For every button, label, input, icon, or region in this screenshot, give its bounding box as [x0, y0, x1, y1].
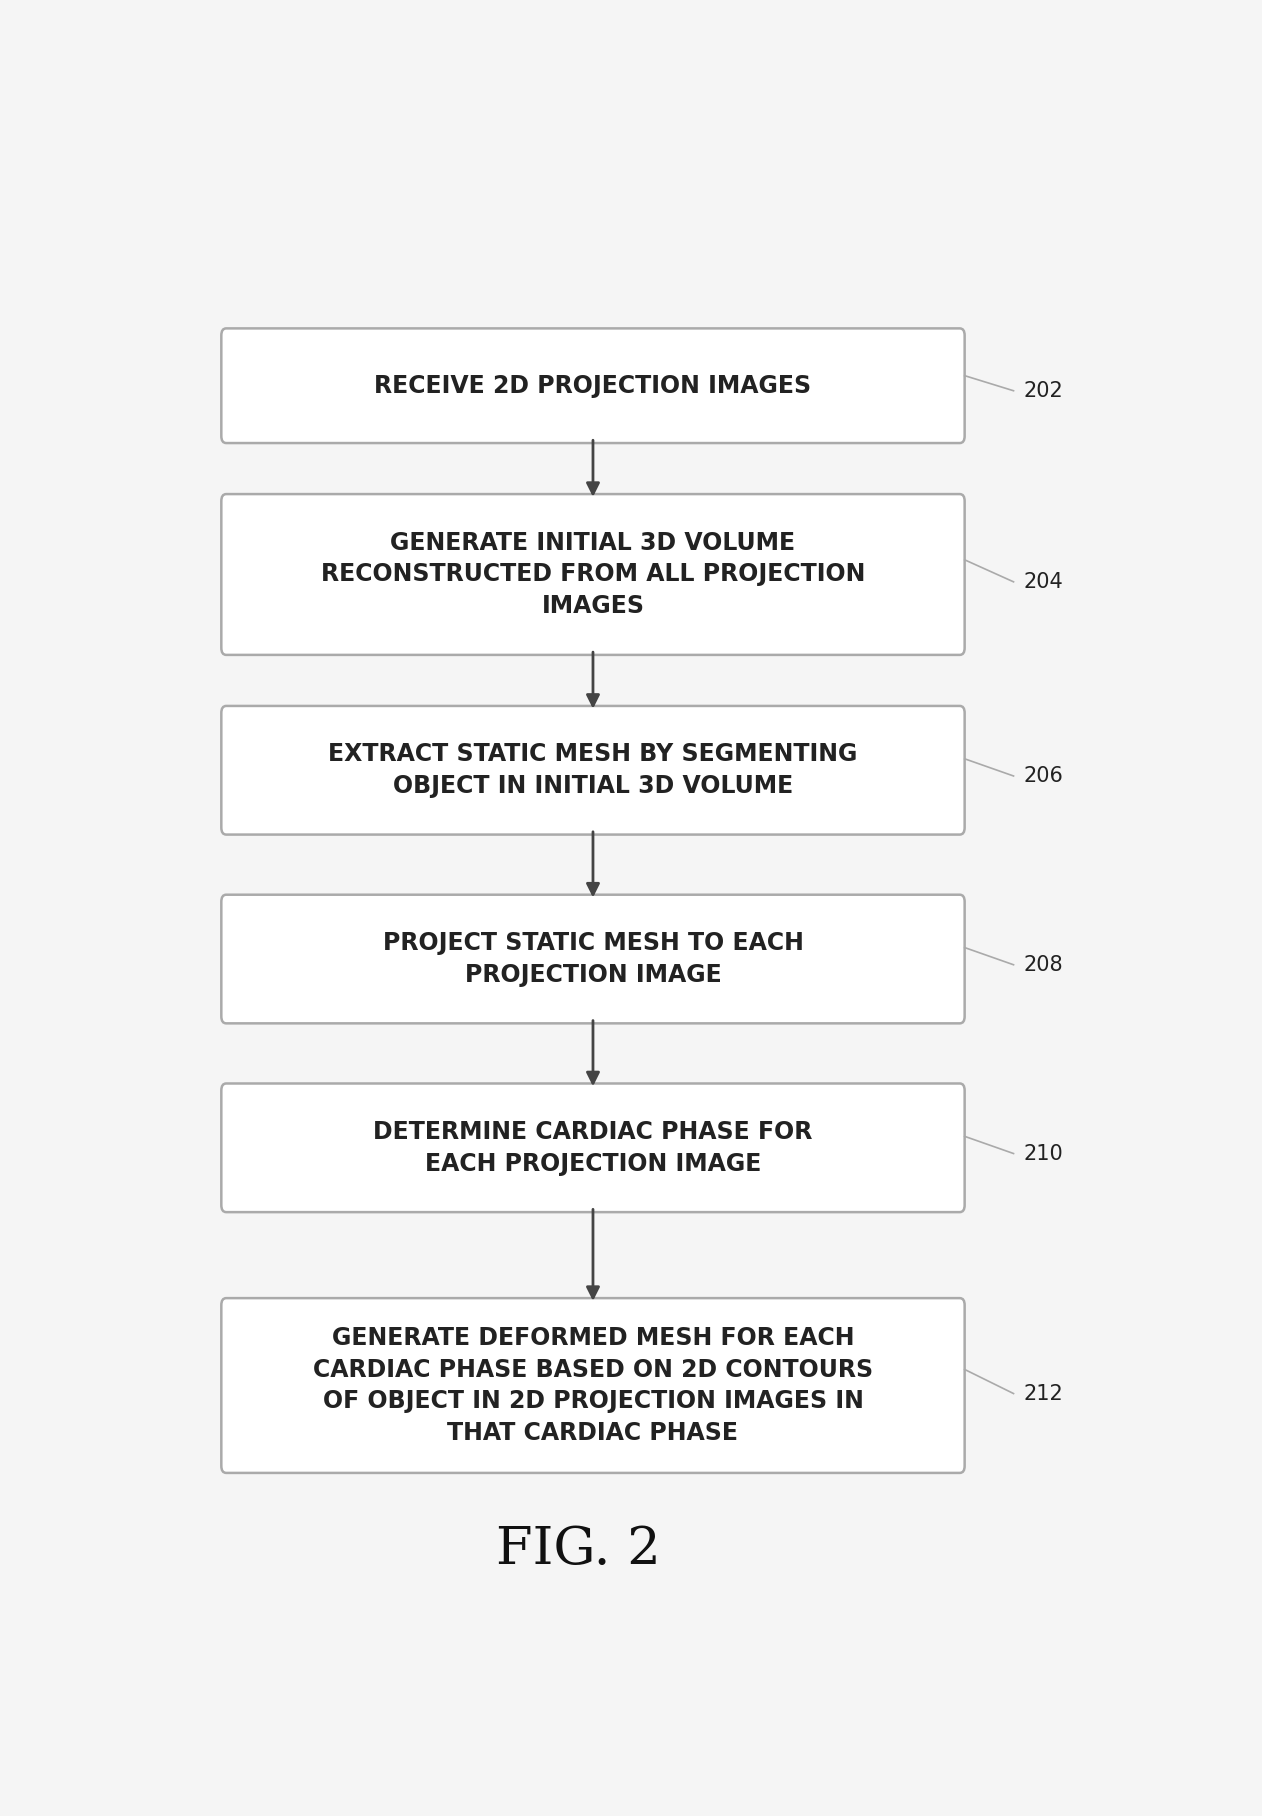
FancyBboxPatch shape — [221, 329, 964, 443]
Text: FIG. 2: FIG. 2 — [496, 1524, 661, 1574]
Text: 206: 206 — [1023, 766, 1063, 786]
Text: 204: 204 — [1023, 572, 1063, 592]
Text: GENERATE INITIAL 3D VOLUME
RECONSTRUCTED FROM ALL PROJECTION
IMAGES: GENERATE INITIAL 3D VOLUME RECONSTRUCTED… — [321, 530, 866, 617]
Text: EXTRACT STATIC MESH BY SEGMENTING
OBJECT IN INITIAL 3D VOLUME: EXTRACT STATIC MESH BY SEGMENTING OBJECT… — [328, 743, 858, 797]
Text: RECEIVE 2D PROJECTION IMAGES: RECEIVE 2D PROJECTION IMAGES — [375, 374, 811, 398]
FancyBboxPatch shape — [221, 1084, 964, 1211]
Text: PROJECT STATIC MESH TO EACH
PROJECTION IMAGE: PROJECT STATIC MESH TO EACH PROJECTION I… — [382, 932, 804, 986]
FancyBboxPatch shape — [221, 706, 964, 835]
Text: GENERATE DEFORMED MESH FOR EACH
CARDIAC PHASE BASED ON 2D CONTOURS
OF OBJECT IN : GENERATE DEFORMED MESH FOR EACH CARDIAC … — [313, 1326, 873, 1446]
Text: 210: 210 — [1023, 1144, 1063, 1164]
Text: 208: 208 — [1023, 955, 1063, 975]
Text: DETERMINE CARDIAC PHASE FOR
EACH PROJECTION IMAGE: DETERMINE CARDIAC PHASE FOR EACH PROJECT… — [374, 1120, 813, 1175]
Text: 202: 202 — [1023, 381, 1063, 401]
Text: 212: 212 — [1023, 1384, 1063, 1404]
FancyBboxPatch shape — [221, 895, 964, 1024]
FancyBboxPatch shape — [221, 1298, 964, 1473]
FancyBboxPatch shape — [221, 494, 964, 656]
